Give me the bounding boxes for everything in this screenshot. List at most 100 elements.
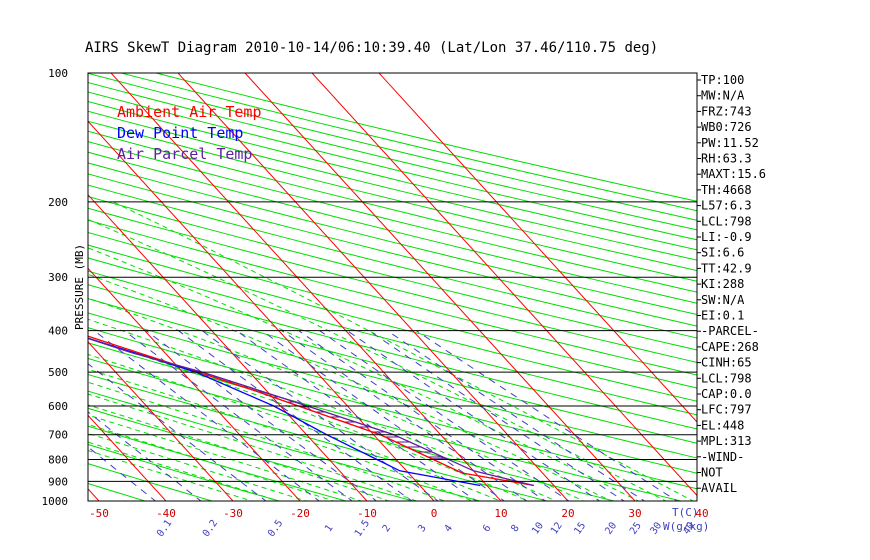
dry-adiabat-line — [88, 312, 697, 474]
moist-adiabat-line — [88, 368, 474, 501]
air-parcel-temp-line — [88, 337, 534, 487]
index-value: LCL:798 — [701, 214, 752, 228]
mixing-ratio-tick-label: 15 — [572, 520, 588, 536]
mixing-ratio-line — [201, 330, 439, 501]
isotherm-line — [88, 267, 301, 501]
pressure-tick-label: 500 — [48, 366, 68, 379]
dry-adiabat-line — [88, 110, 697, 261]
ambient-air-temp-line — [88, 335, 534, 487]
dry-adiabat-line — [88, 342, 684, 501]
mixing-ratio-line — [236, 330, 478, 501]
mixing-ratio-tick-label: 1.5 — [353, 518, 372, 539]
legend-air-parcel-temp: Air Parcel Temp — [117, 145, 252, 163]
moist-adiabat-line — [88, 393, 419, 501]
legend-ambient-air-temp: Ambient Air Temp — [117, 103, 262, 121]
mixing-ratio-line — [298, 330, 547, 501]
dry-adiabat-line — [88, 284, 697, 444]
dry-adiabat-line — [88, 231, 697, 389]
profile-lines — [88, 335, 534, 487]
moist-adiabat-line — [88, 297, 585, 501]
dry-adiabat-line — [155, 73, 697, 202]
isotherm-line — [0, 53, 40, 510]
index-value: CINH:65 — [701, 356, 752, 370]
index-value: WB0:726 — [701, 120, 752, 134]
pressure-tick-label: 900 — [48, 475, 68, 488]
mixing-axis-label: W(g/kg) — [663, 520, 709, 533]
dry-adiabat-line — [88, 390, 482, 501]
moist-adiabat-line — [88, 441, 281, 501]
index-value: NOT — [701, 466, 723, 480]
chart-title: AIRS SkewT Diagram 2010-10-14/06:10:39.4… — [85, 40, 658, 56]
mixing-ratio-line — [261, 330, 506, 501]
pressure-tick-label: 700 — [48, 429, 68, 442]
moist-adiabat-line — [88, 381, 447, 501]
isotherm-line — [244, 73, 636, 501]
dry-adiabat-line — [88, 120, 697, 272]
mixing-ratio-tick-label: 8 — [509, 523, 521, 534]
legend-dew-point-temp: Dew Point Temp — [117, 124, 243, 142]
mixing-ratio-tick-label: 10 — [530, 520, 546, 536]
index-value: CAP:0.0 — [701, 387, 752, 401]
moist-adiabat-line — [88, 273, 613, 501]
dry-adiabat-line — [88, 173, 697, 327]
index-value: EI:0.1 — [701, 309, 744, 323]
index-value: -PARCEL- — [701, 324, 759, 338]
temp-axis-label: T(C) — [672, 506, 699, 519]
index-value: TP:100 — [701, 73, 744, 87]
index-value: SW:N/A — [701, 293, 745, 307]
isotherm-line — [177, 73, 569, 501]
dry-adiabat-line — [0, 73, 107, 510]
bottom-temp-tick-label: -30 — [223, 507, 243, 520]
mixing-ratio-line — [416, 330, 679, 501]
dry-adiabat-line — [88, 196, 697, 351]
moist-adiabat-line — [112, 201, 695, 501]
moist-adiabat-line — [88, 432, 308, 501]
isotherm-grid — [0, 53, 697, 510]
mixing-ratio-tick-label: 1 — [323, 523, 335, 534]
index-value: LI:-0.9 — [701, 230, 752, 244]
index-value: PW:11.52 — [701, 136, 759, 150]
dry-adiabat-line — [88, 219, 697, 376]
isotherm-line — [88, 414, 167, 501]
plot-frame — [87, 72, 698, 502]
index-value: CAPE:268 — [701, 340, 759, 354]
moist-adiabat-line — [88, 404, 391, 501]
bottom-temp-tick-label: -10 — [357, 507, 377, 520]
dry-adiabat-line — [88, 357, 617, 501]
index-value: TT:42.9 — [701, 261, 752, 275]
mixing-ratio-line — [319, 330, 570, 501]
dry-adiabat-line — [88, 425, 348, 501]
bottom-temp-tick-label: -20 — [290, 507, 310, 520]
isotherm-line — [378, 73, 697, 423]
pressure-tick-label: 200 — [48, 196, 68, 209]
moist-adiabat-line — [88, 353, 502, 501]
pressure-tick-label: 300 — [48, 271, 68, 284]
index-value: EL:448 — [701, 418, 744, 432]
isotherm-line — [110, 73, 502, 501]
pressure-tick-label: 400 — [48, 325, 68, 338]
isotherm-line — [88, 341, 234, 501]
index-value: L57:6.3 — [701, 199, 752, 213]
mixing-ratio-tick-label: 12 — [549, 520, 565, 536]
mixing-ratio-tick-label: 25 — [628, 520, 644, 536]
dry-adiabat-line — [88, 257, 697, 416]
isotherm-line — [88, 194, 368, 501]
mixing-ratio-tick-label: 6 — [481, 523, 493, 534]
bottom-temp-tick-label: 10 — [494, 507, 507, 520]
mixing-ratio-line — [281, 330, 528, 501]
dry-adiabat-line — [88, 270, 697, 430]
mixing-ratio-tick-label: 2 — [381, 523, 393, 534]
pressure-tick-label: 1000 — [42, 495, 69, 508]
index-value: FRZ:743 — [701, 104, 752, 118]
index-value: MPL:313 — [701, 434, 752, 448]
dew-point-temp-line — [88, 337, 481, 487]
mixing-ratio-line — [93, 330, 321, 501]
mixing-ratio-tick-label: 30 — [648, 520, 664, 536]
dry-adiabat-line — [88, 151, 697, 304]
dry-adiabat-line — [88, 407, 415, 501]
isotherm-line — [88, 120, 435, 501]
moist-adiabat-line — [88, 318, 558, 501]
mixing-ratio-line — [88, 363, 267, 501]
